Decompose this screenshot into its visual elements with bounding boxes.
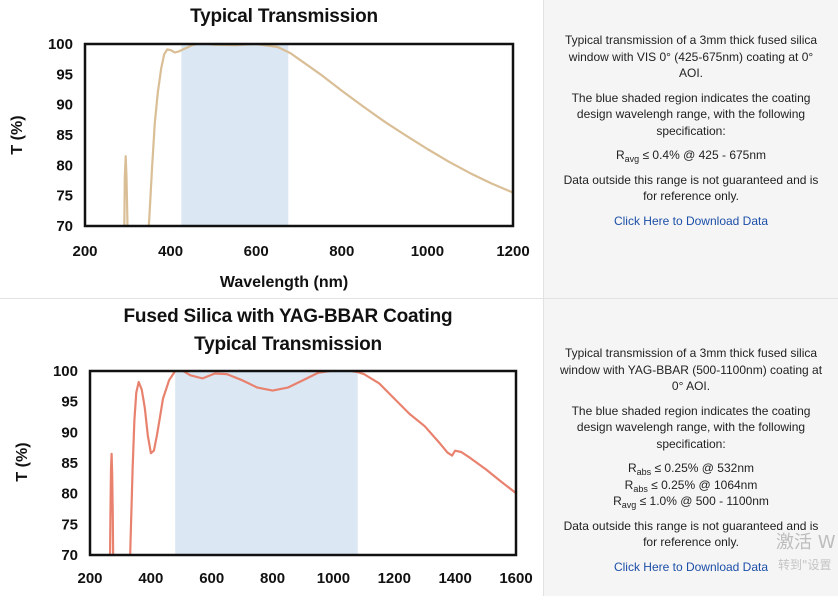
spec-value: ≤ 0.25% @ 1064nm <box>648 478 758 492</box>
shaded-region-note: The blue shaded region indicates the coa… <box>556 403 826 453</box>
x-tick-label: 800 <box>329 243 354 260</box>
y-tick-label: 95 <box>56 66 73 83</box>
x-tick-label: 600 <box>244 243 269 260</box>
x-tick-label: 400 <box>158 243 183 260</box>
x-tick-label: 200 <box>77 570 102 587</box>
x-tick-label: 1400 <box>438 570 471 587</box>
spec-subscript: avg <box>625 154 640 164</box>
plot-frame <box>85 44 513 226</box>
product-row-vis: Typical Transmission 70 75 80 85 90 95 100 200 40… <box>0 0 838 298</box>
spec-list: Ravg ≤ 0.4% @ 425 - 675nm <box>556 147 826 164</box>
spec-line: Rabs ≤ 0.25% @ 1064nm <box>556 477 826 494</box>
y-tick-label: 75 <box>61 516 78 533</box>
x-tick-label: 1000 <box>411 243 444 260</box>
chart-cell-yag-bbar: Fused Silica with YAG-BBAR Coating Typica… <box>0 299 543 596</box>
x-tick-label: 1600 <box>499 570 532 587</box>
y-tick-label: 70 <box>56 218 73 235</box>
x-tick-label: 1000 <box>317 570 350 587</box>
y-tick-label: 75 <box>56 188 73 205</box>
spec-value: ≤ 0.4% @ 425 - 675nm <box>639 148 766 162</box>
x-tick-label: 600 <box>199 570 224 587</box>
chart-title: Fused Silica with YAG-BBAR Coating <box>124 306 453 327</box>
x-tick-label: 1200 <box>496 243 529 260</box>
y-tick-label: 100 <box>48 36 73 53</box>
shaded-region-note: The blue shaded region indicates the coa… <box>556 90 826 140</box>
chart-title: Typical Transmission <box>194 334 382 355</box>
download-data-link[interactable]: Click Here to Download Data <box>614 560 768 574</box>
y-tick-label: 85 <box>61 455 78 472</box>
spec-value: ≤ 1.0% @ 500 - 1100nm <box>636 494 769 508</box>
spec-symbol: R <box>628 461 637 475</box>
y-axis-label: T (%) <box>14 442 31 481</box>
spec-value: ≤ 0.25% @ 532nm <box>651 461 754 475</box>
y-tick-label: 70 <box>61 547 78 564</box>
y-tick-label: 80 <box>56 157 73 174</box>
y-tick-label: 85 <box>56 127 73 144</box>
x-tick-label: 400 <box>138 570 163 587</box>
os-activation-watermark-sub: 转到"设置 <box>778 556 832 573</box>
spec-line: Ravg ≤ 1.0% @ 500 - 1100nm <box>556 493 826 510</box>
x-axis-label: Wavelength (nm) <box>220 274 348 291</box>
y-axis-label: T (%) <box>9 115 26 154</box>
transmission-chart-vis: Typical Transmission 70 75 80 85 90 95 100 200 40… <box>0 0 543 298</box>
disclaimer-text: Data outside this range is not guarantee… <box>556 172 826 205</box>
panel-description: Typical transmission of a 3mm thick fuse… <box>556 32 826 82</box>
y-tick-label: 90 <box>56 97 73 114</box>
spec-symbol: R <box>613 494 622 508</box>
panel-description: Typical transmission of a 3mm thick fuse… <box>556 345 826 395</box>
x-tick-label: 200 <box>72 243 97 260</box>
y-tick-label: 90 <box>61 424 78 441</box>
spec-subscript: abs <box>633 484 648 494</box>
info-panel-vis: Typical transmission of a 3mm thick fuse… <box>543 0 838 298</box>
y-tick-label: 95 <box>61 394 78 411</box>
transmission-chart-yag-bbar: Fused Silica with YAG-BBAR Coating Typica… <box>0 299 543 596</box>
spec-symbol: R <box>616 148 625 162</box>
x-tick-label: 1200 <box>378 570 411 587</box>
chart-cell-vis: Typical Transmission 70 75 80 85 90 95 100 200 40… <box>0 0 543 298</box>
y-tick-label: 80 <box>61 486 78 503</box>
product-row-yag-bbar: Fused Silica with YAG-BBAR Coating Typica… <box>0 298 838 596</box>
chart-title: Typical Transmission <box>190 6 378 27</box>
coating-design-range-shade <box>181 44 288 226</box>
spec-subscript: avg <box>622 500 637 510</box>
spec-line: Rabs ≤ 0.25% @ 532nm <box>556 460 826 477</box>
coating-design-range-shade <box>175 371 358 555</box>
y-tick-label: 100 <box>53 363 78 380</box>
os-activation-watermark: 激活 W <box>776 528 836 554</box>
x-tick-label: 800 <box>260 570 285 587</box>
spec-subscript: abs <box>637 467 652 477</box>
download-data-link[interactable]: Click Here to Download Data <box>614 214 768 228</box>
spec-line: Ravg ≤ 0.4% @ 425 - 675nm <box>556 147 826 164</box>
spec-list: Rabs ≤ 0.25% @ 532nm Rabs ≤ 0.25% @ 1064… <box>556 460 826 510</box>
